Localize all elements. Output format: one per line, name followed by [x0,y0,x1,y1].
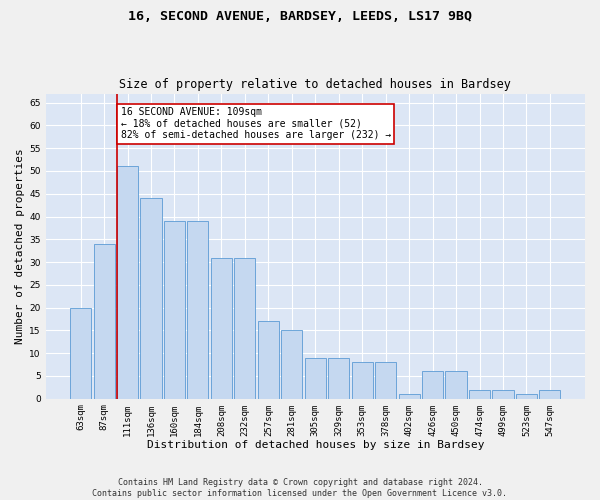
Bar [235,258,256,398]
Bar [422,372,443,398]
Text: 16, SECOND AVENUE, BARDSEY, LEEDS, LS17 9BQ: 16, SECOND AVENUE, BARDSEY, LEEDS, LS17 … [128,10,472,23]
Y-axis label: Number of detached properties: Number of detached properties [15,148,25,344]
Text: 16 SECOND AVENUE: 109sqm
← 18% of detached houses are smaller (52)
82% of semi-d: 16 SECOND AVENUE: 109sqm ← 18% of detach… [121,107,391,140]
Bar [258,322,279,398]
X-axis label: Distribution of detached houses by size in Bardsey: Distribution of detached houses by size … [146,440,484,450]
Bar [516,394,537,398]
Bar [398,394,419,398]
Bar [140,198,161,398]
Bar [164,221,185,398]
Title: Size of property relative to detached houses in Bardsey: Size of property relative to detached ho… [119,78,511,91]
Text: Contains HM Land Registry data © Crown copyright and database right 2024.
Contai: Contains HM Land Registry data © Crown c… [92,478,508,498]
Bar [94,244,115,398]
Bar [70,308,91,398]
Bar [445,372,467,398]
Bar [375,362,396,398]
Bar [117,166,138,398]
Bar [493,390,514,398]
Bar [305,358,326,399]
Bar [469,390,490,398]
Bar [352,362,373,398]
Bar [187,221,208,398]
Bar [211,258,232,398]
Bar [539,390,560,398]
Bar [281,330,302,398]
Bar [328,358,349,399]
